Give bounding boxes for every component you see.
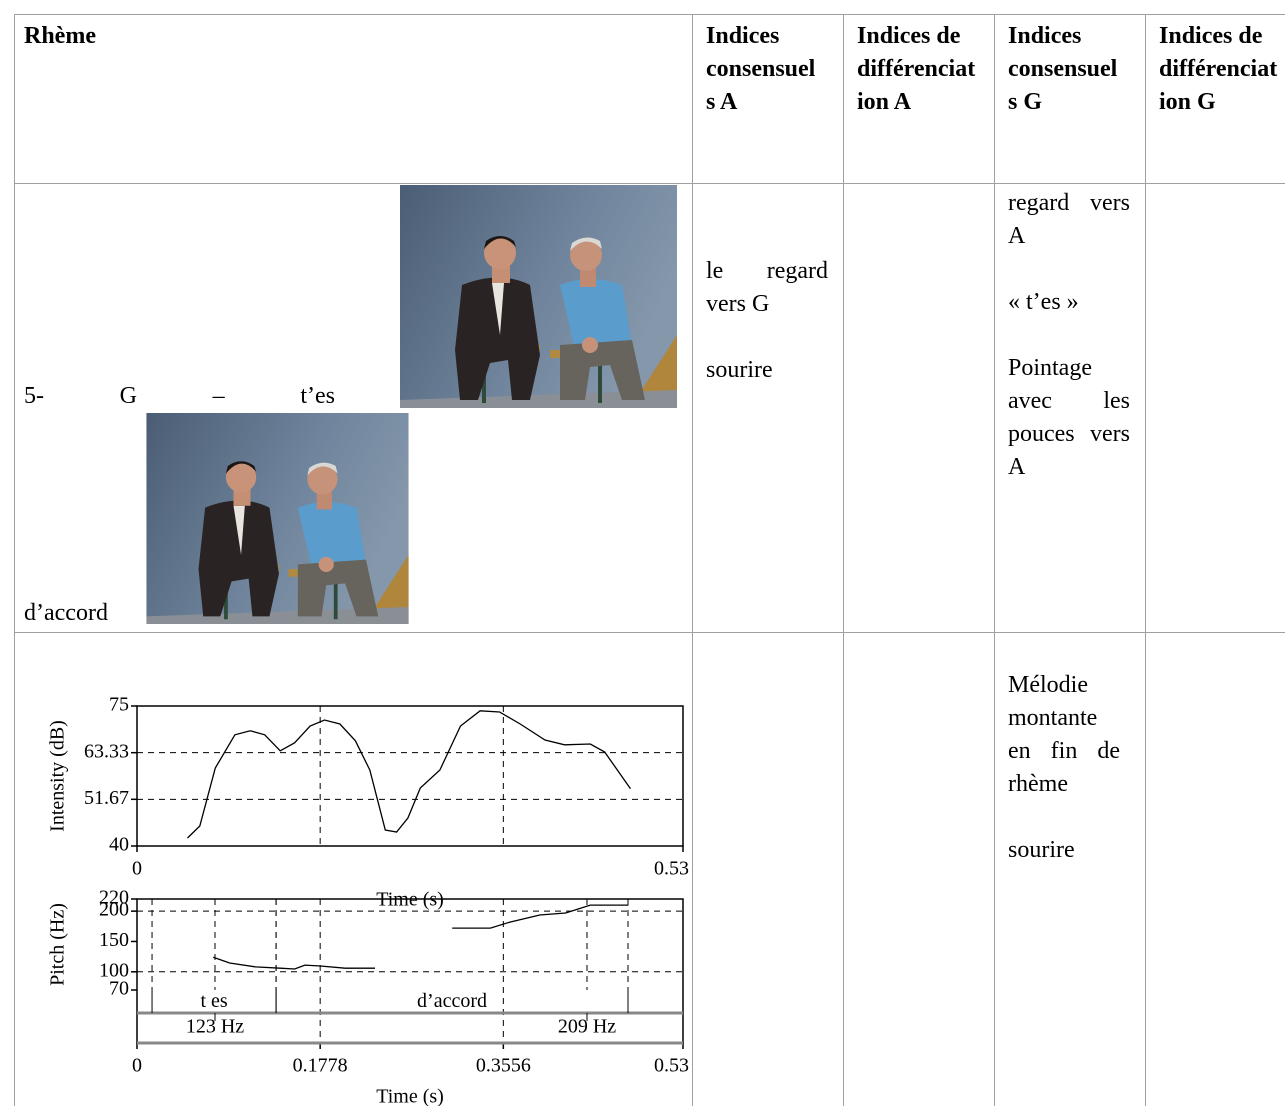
cell-text: Mélodie montante en fin de rhème sourire (1008, 669, 1120, 900)
header-cell: Indices de différenciation G (1159, 23, 1278, 115)
cell-paragraph: « t’es » (1008, 289, 1079, 315)
x-axis-label: Time (s) (376, 1086, 444, 1106)
table-rule (843, 14, 844, 1106)
cell-paragraph: sourire (706, 357, 773, 383)
photo (146, 413, 409, 624)
y-tick-label: 63.33 (84, 740, 129, 762)
header-cell: Indices de différenciation A (857, 23, 976, 115)
photo (400, 185, 677, 408)
cell-text: le regard vers G sourire (706, 255, 828, 420)
y-tick-label: 100 (99, 959, 129, 981)
y-tick-label: 40 (109, 834, 129, 856)
interval-label: t es (200, 990, 227, 1012)
cell-paragraph: regard vers A (1008, 190, 1130, 249)
x-tick-label: 0.1778 (293, 1055, 348, 1077)
table-rule (14, 14, 15, 1106)
table-rule (14, 14, 1285, 15)
y-tick-label: 75 (109, 694, 129, 716)
y-tick-label: 150 (99, 929, 129, 951)
x-tick-label: 0.53 (654, 1055, 689, 1077)
cell-text: regard vers A « t’es » Pointage avec les p… (1008, 187, 1130, 517)
rheme-text: d’accord (24, 600, 108, 626)
curve (187, 710, 632, 839)
header-cell: Indices consensuels G (1008, 23, 1118, 115)
praat-figure: 40 51.67 63.33 75 0 0.53 Time (s) Intensity (dB… (47, 694, 689, 1106)
x-tick-label: 0.53 (654, 858, 689, 880)
plot-frame (136, 705, 684, 847)
cell-paragraph: sourire (1008, 837, 1075, 863)
table-rule (14, 183, 1285, 184)
header-cell: Indices consensuels A (706, 23, 816, 115)
table-rule (14, 632, 1285, 633)
header-cell: Rhème (24, 23, 96, 49)
y-tick-label: 200 (99, 899, 129, 921)
curve (212, 904, 629, 970)
y-tick-label: 51.67 (84, 787, 129, 809)
rheme-text: 5- G – t’es (24, 383, 335, 409)
y-tick-label: 220 (99, 887, 129, 909)
point-label: 209 Hz (558, 1016, 616, 1038)
table-rule (1145, 14, 1146, 1106)
cell-paragraph: le regard vers G (706, 258, 828, 317)
point-label: 123 Hz (186, 1016, 244, 1038)
x-tick-label: 0.3556 (476, 1055, 531, 1077)
cell-paragraph: Mélodie montante en fin de rhème (1008, 672, 1120, 797)
y-axis-label: Pitch (Hz) (47, 903, 69, 986)
cell-paragraph: Pointage avec les pouces vers A (1008, 355, 1130, 480)
table-rule (994, 14, 995, 1106)
y-tick-label: 70 (109, 978, 129, 1000)
x-tick-label: 0 (132, 858, 142, 880)
interval-label: d’accord (417, 990, 487, 1012)
y-axis-label: Intensity (dB) (47, 720, 69, 832)
x-tick-label: 0 (132, 1055, 142, 1077)
table-rule (692, 14, 693, 1106)
